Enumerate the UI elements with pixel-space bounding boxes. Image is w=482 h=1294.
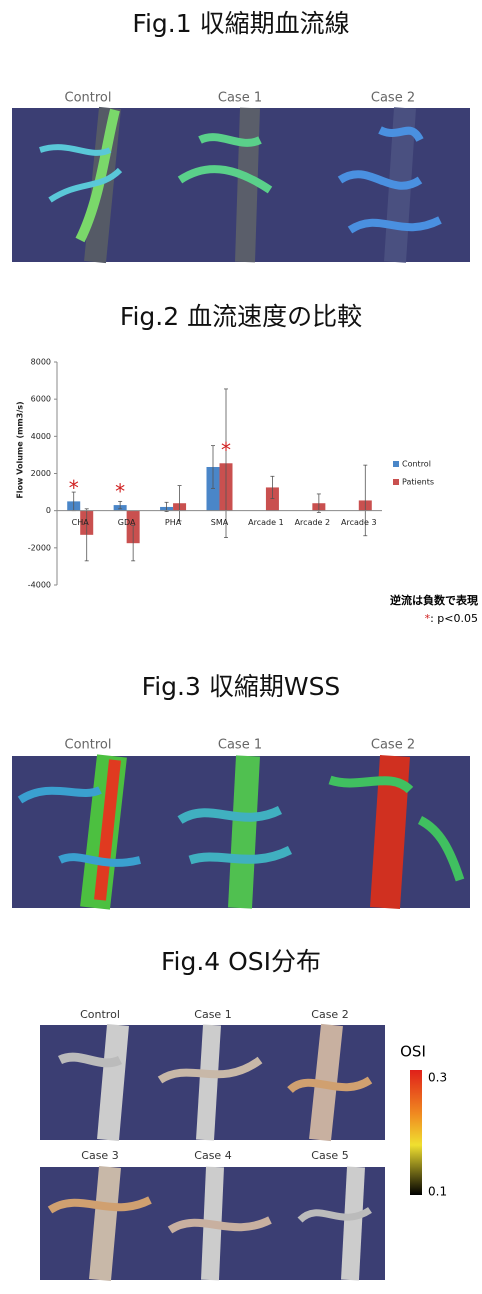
colorbar-min: 0.1 bbox=[428, 1185, 447, 1199]
legend-label: Patients bbox=[402, 478, 434, 487]
x-tick-label: PHA bbox=[165, 518, 182, 527]
fig4-image-bottom bbox=[40, 1166, 385, 1281]
note-star: * bbox=[425, 612, 431, 625]
fig3-image bbox=[12, 754, 470, 910]
fig3-label: Control bbox=[65, 738, 112, 753]
y-tick-label: 8000 bbox=[31, 358, 51, 367]
fig1-label: Control bbox=[65, 91, 112, 106]
x-tick-label: SMA bbox=[211, 518, 229, 527]
legend-swatch bbox=[393, 461, 399, 467]
fig1-label: Case 2 bbox=[371, 91, 415, 106]
fig4-label: Case 3 bbox=[81, 1149, 118, 1162]
fig1-image bbox=[12, 106, 470, 264]
chart-title: Fig.2 血流速度の比較 bbox=[120, 302, 362, 331]
bar bbox=[206, 466, 220, 511]
x-tick-label: Arcade 2 bbox=[295, 518, 331, 527]
fig4-label: Case 5 bbox=[311, 1149, 348, 1162]
bar-chart: -4000 -2000 0 2000 4000 6000 8000 CHA * GDA * PHA SM… bbox=[28, 358, 434, 590]
significance: * bbox=[69, 476, 79, 500]
x-tick-label: Arcade 3 bbox=[341, 518, 377, 527]
fig4-title: Fig.4 OSI分布 bbox=[161, 947, 321, 976]
colorbar bbox=[410, 1070, 422, 1195]
fig3-label: Case 1 bbox=[218, 738, 262, 753]
fig1-title: Fig.1 収縮期血流線 bbox=[132, 9, 349, 38]
fig4-label: Case 1 bbox=[194, 1008, 231, 1021]
x-tick-label: GDA bbox=[118, 518, 136, 527]
significance: * bbox=[115, 480, 125, 504]
y-axis-label: Flow Volume (mm3/s) bbox=[16, 401, 25, 498]
colorbar-max: 0.3 bbox=[428, 1071, 447, 1085]
x-tick-label: CHA bbox=[72, 518, 90, 527]
bar bbox=[265, 487, 279, 511]
y-tick-label: -2000 bbox=[28, 543, 51, 552]
note-sig: *: p<0.05 bbox=[425, 612, 478, 625]
significance: * bbox=[221, 438, 231, 462]
legend-label: Control bbox=[402, 460, 431, 469]
y-tick-label: 2000 bbox=[31, 469, 51, 478]
x-tick-label: Arcade 1 bbox=[248, 518, 284, 527]
fig3-title: Fig.3 収縮期WSS bbox=[142, 672, 341, 701]
fig4-label: Case 4 bbox=[194, 1149, 231, 1162]
y-tick-label: 4000 bbox=[31, 432, 51, 441]
colorbar-title: OSI bbox=[400, 1043, 426, 1061]
y-tick-label: -4000 bbox=[28, 581, 51, 590]
fig3-label: Case 2 bbox=[371, 738, 415, 753]
note: 逆流は負数で表現 bbox=[390, 593, 478, 607]
fig1-label: Case 1 bbox=[218, 91, 262, 106]
fig4-label: Case 2 bbox=[311, 1008, 348, 1021]
y-tick-label: 0 bbox=[46, 506, 51, 515]
note-text: : p<0.05 bbox=[430, 612, 478, 625]
legend-swatch bbox=[393, 479, 399, 485]
y-tick-label: 6000 bbox=[31, 395, 51, 404]
fig4-image-top bbox=[40, 1023, 385, 1142]
fig4-label: Control bbox=[80, 1008, 120, 1021]
